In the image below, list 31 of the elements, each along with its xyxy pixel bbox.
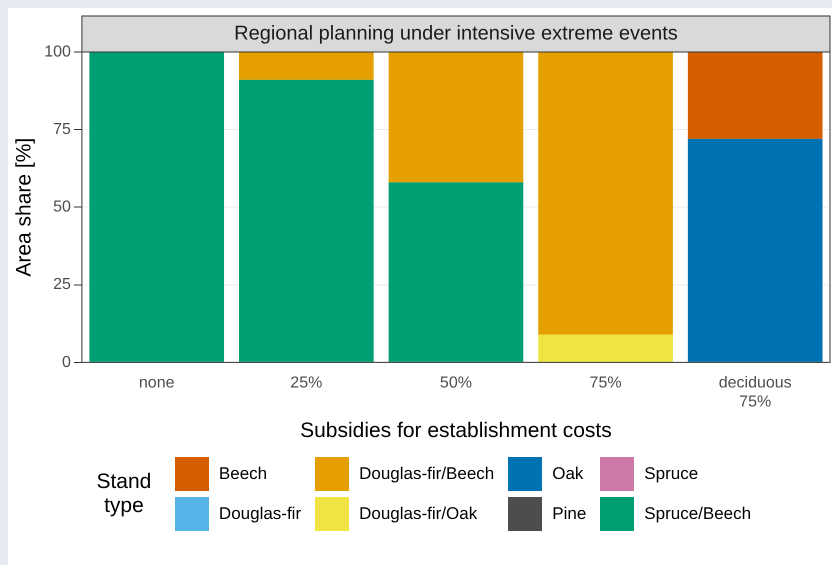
x-tick-label: deciduous 75% [718, 374, 792, 411]
legend-label: Pine [552, 504, 586, 524]
y-tick-label: 75 [53, 121, 71, 138]
legend-label: Beech [218, 464, 268, 484]
bar [388, 182, 524, 362]
y-tick-label: 0 [62, 354, 71, 371]
legend-label: Oak [552, 464, 584, 484]
y-tick-label: 25 [53, 276, 71, 294]
x-tick-label: 75% [590, 374, 622, 392]
bar [688, 138, 823, 362]
y-axis-title: Area share [%] [12, 138, 36, 277]
legend-label: Douglas-fir [218, 504, 302, 524]
bar [538, 52, 673, 334]
y-tick-label: 100 [44, 43, 71, 60]
chart-title: Regional planning under intensive extreme events [234, 22, 678, 45]
x-axis-title: Subsidies for establishment costs [300, 419, 612, 442]
bar [239, 80, 374, 362]
legend-title: Stand type [95, 470, 152, 518]
legend-label: Douglas-fir/Oak [359, 504, 478, 524]
bar [239, 52, 374, 80]
bar [538, 334, 673, 362]
bar [388, 52, 524, 182]
bar [688, 52, 823, 139]
legend-label: Spruce/Beech [644, 504, 752, 524]
legend-label: Spruce [644, 464, 698, 484]
x-tick-label: 25% [290, 374, 322, 392]
x-tick-label: none [138, 374, 175, 392]
y-tick-label: 50 [53, 198, 71, 216]
x-tick-label: 50% [440, 374, 472, 392]
legend-label: Douglas-fir/Beech [359, 464, 494, 484]
bar [89, 52, 224, 362]
